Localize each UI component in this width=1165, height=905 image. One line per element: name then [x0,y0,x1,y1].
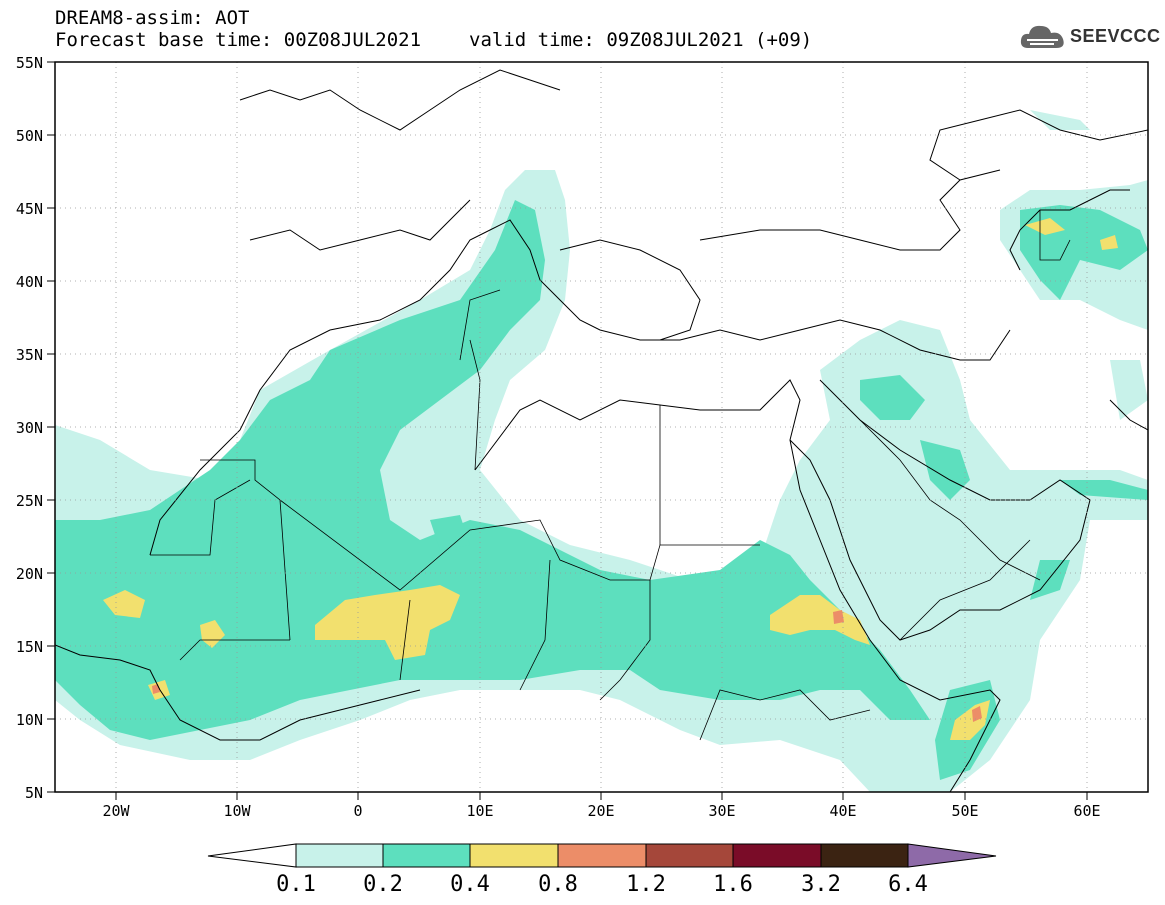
lat-label: 30N [16,419,43,437]
base-time: Forecast base time: 00Z08JUL2021 [55,29,422,51]
lon-label: 30E [708,802,735,820]
aot-field [55,110,1148,792]
colorbar-swatch [295,843,384,868]
lon-label: 10W [223,802,251,820]
valid-time: valid time: 09Z08JUL2021 (+09) [469,29,813,51]
lon-label: 40E [829,802,856,820]
coastlines [55,69,1148,792]
lat-labels: 55N 50N 45N 40N 35N 30N 25N 20N 15N 10N … [16,54,43,802]
lon-label: 20W [102,802,130,820]
aot-level-3 [103,218,1118,740]
seevccc-logo: SEEVCCC [1018,20,1161,56]
lon-label: 60E [1073,802,1100,820]
colorbar [207,843,997,868]
lat-label: 55N [16,54,43,72]
lon-label: 10E [466,802,493,820]
colorbar-label: 0.8 [538,872,578,897]
colorbar-swatch [645,843,734,868]
lon-label: 0 [353,802,362,820]
colorbar-label: 3.2 [801,872,841,897]
cloud-icon [1020,25,1064,48]
logo-text: SEEVCCC [1070,26,1161,46]
lat-label: 45N [16,200,43,218]
colorbar-swatch [469,843,559,868]
lat-label: 10N [16,711,43,729]
lon-label: 20E [587,802,614,820]
lat-label: 50N [16,127,43,145]
colorbar-under-arrow [207,843,297,868]
aot-level-4 [152,610,982,722]
map-title: DREAM8-assim: AOT [55,7,250,29]
lat-label: 5N [25,784,43,802]
borders [150,210,1071,741]
lon-labels: 20W 10W 0 10E 20E 30E 40E 50E 60E [102,802,1100,820]
colorbar-swatch [732,843,822,868]
lat-label: 40N [16,273,43,291]
colorbar-over-arrow [907,843,997,868]
lat-label: 25N [16,492,43,510]
aot-level-2 [55,200,1148,780]
lat-label: 35N [16,346,43,364]
graticule [55,62,1148,792]
colorbar-label: 6.4 [888,872,928,897]
time-info: Forecast base time: 00Z08JUL2021 valid ti… [55,30,812,50]
colorbar-label: 0.4 [450,872,490,897]
lon-label: 50E [951,802,978,820]
colorbar-label: 0.2 [363,872,403,897]
colorbar-label: 0.1 [276,872,316,897]
lat-label: 20N [16,565,43,583]
colorbar-label: 1.6 [713,872,753,897]
colorbar-swatch [820,843,909,868]
colorbar-swatch [557,843,647,868]
lat-label: 15N [16,638,43,656]
colorbar-swatch [382,843,471,868]
colorbar-labels: 0.1 0.2 0.4 0.8 1.2 1.6 3.2 6.4 [276,872,928,897]
axis-ticks [47,61,1088,800]
colorbar-label: 1.2 [626,872,666,897]
